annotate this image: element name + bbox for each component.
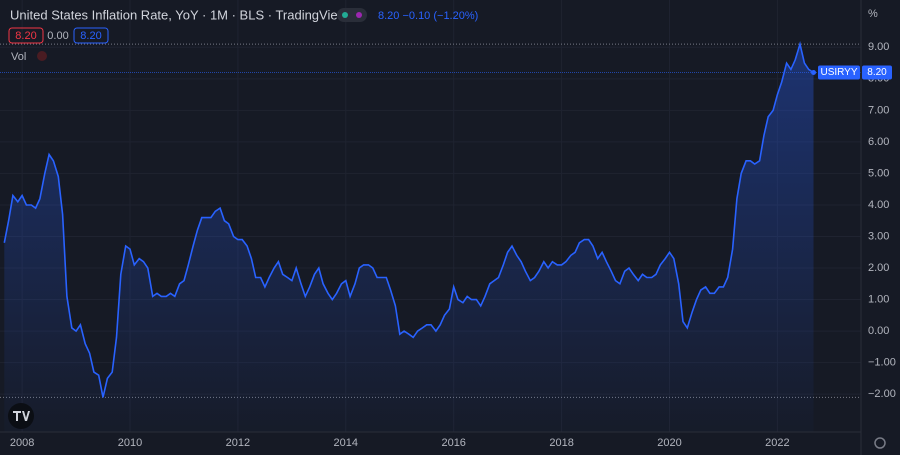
settings-icon[interactable] bbox=[874, 437, 886, 449]
header-value: 0.00 bbox=[47, 30, 68, 42]
y-tick-label: 2.00 bbox=[868, 262, 889, 274]
last-label: USIRYY bbox=[820, 67, 857, 78]
volume-label: Vol bbox=[11, 51, 26, 63]
warning-icon[interactable] bbox=[37, 51, 47, 61]
status-pill[interactable] bbox=[337, 8, 367, 22]
area-fill bbox=[4, 44, 814, 432]
y-tick-label: 4.00 bbox=[868, 199, 889, 211]
last-value-box bbox=[862, 65, 892, 80]
last-point bbox=[811, 70, 817, 76]
y-tick-label: 1.00 bbox=[868, 293, 889, 305]
y-tick-label: 6.00 bbox=[868, 136, 889, 148]
status-dot bbox=[356, 12, 362, 18]
tradingview-logo[interactable] bbox=[8, 403, 34, 429]
y-tick-label: 7.00 bbox=[868, 104, 889, 116]
x-tick-label: 2010 bbox=[118, 437, 142, 449]
chart-title: United States Inflation Rate, YoY · 1M ·… bbox=[10, 7, 348, 22]
y-tick-label: 9.00 bbox=[868, 41, 889, 53]
last-label-box bbox=[818, 65, 860, 80]
header-value: 8.20 bbox=[80, 30, 101, 42]
y-tick-label: −1.00 bbox=[868, 357, 896, 369]
header-box bbox=[73, 27, 109, 44]
y-tick-label: 3.00 bbox=[868, 230, 889, 242]
x-tick-label: 2018 bbox=[549, 437, 573, 449]
line bbox=[3, 41, 814, 398]
header-box bbox=[8, 27, 44, 44]
header-value: 8.20 bbox=[15, 30, 36, 42]
status-dot bbox=[342, 12, 348, 18]
last-value: 8.20 bbox=[867, 67, 887, 78]
x-tick-label: 2008 bbox=[10, 437, 34, 449]
x-tick-label: 2020 bbox=[657, 437, 681, 449]
logo-glyph bbox=[13, 411, 30, 421]
x-tick-label: 2016 bbox=[441, 437, 465, 449]
y-tick-label: 5.00 bbox=[868, 167, 889, 179]
y-tick-label: 0.00 bbox=[868, 325, 889, 337]
x-tick-label: 2022 bbox=[765, 437, 789, 449]
axis-unit: % bbox=[868, 8, 878, 20]
header-change: 8.20 −0.10 (−1.20%) bbox=[378, 10, 478, 22]
x-tick-label: 2012 bbox=[226, 437, 250, 449]
x-tick-label: 2014 bbox=[334, 437, 358, 449]
y-tick-label: −2.00 bbox=[868, 388, 896, 400]
